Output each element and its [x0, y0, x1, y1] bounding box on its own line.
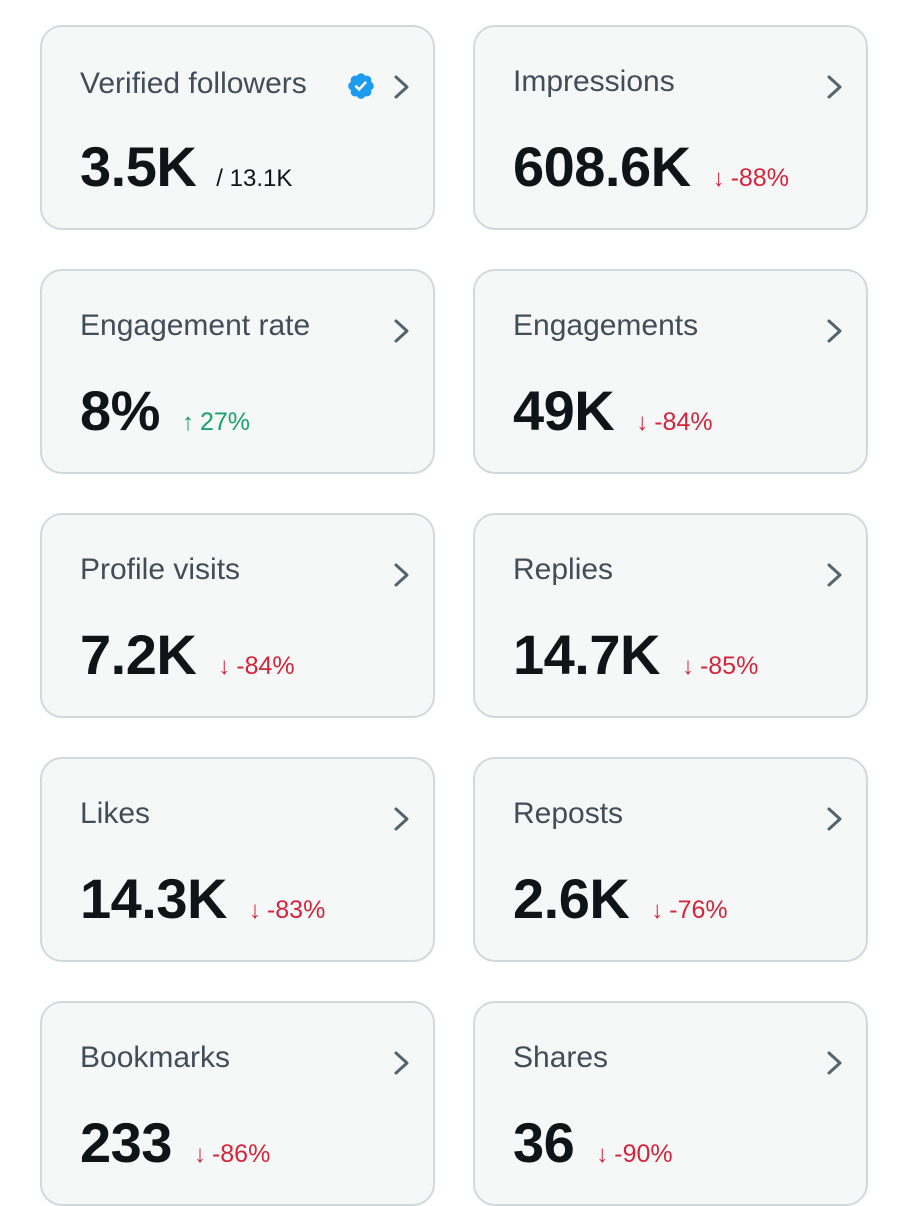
delta-value: -84%	[654, 408, 713, 436]
chevron-right-icon[interactable]	[824, 1047, 846, 1079]
arrow-down-icon: ↓	[651, 897, 664, 924]
metric-value: 3.5K	[80, 135, 197, 198]
metric-delta: ↓ -90%	[596, 1140, 672, 1169]
metric-delta: ↓ -86%	[194, 1140, 270, 1169]
value-row: 7.2K ↓ -84%	[80, 625, 295, 685]
delta-value: -86%	[211, 1140, 271, 1168]
value-row: 3.5K / 13.1K	[80, 137, 292, 197]
metric-delta: ↓ -85%	[682, 652, 758, 681]
chevron-right-icon[interactable]	[391, 803, 413, 835]
card-label: Bookmarks	[80, 1041, 231, 1074]
arrow-down-icon: ↓	[596, 1141, 609, 1168]
arrow-down-icon: ↓	[218, 653, 231, 680]
metric-value: 8%	[80, 379, 160, 442]
value-row: 233 ↓ -86%	[80, 1113, 270, 1173]
delta-value: -85%	[699, 652, 759, 680]
metric-delta: ↓ -84%	[636, 408, 712, 437]
card-likes[interactable]: Likes 14.3K ↓ -83%	[40, 757, 435, 962]
value-row: 8% ↑ 27%	[80, 381, 250, 441]
arrow-down-icon: ↓	[681, 653, 694, 680]
card-label: Likes	[80, 797, 151, 830]
delta-value: -88%	[730, 164, 789, 192]
chevron-right-icon[interactable]	[824, 803, 846, 835]
metric-delta: ↓ -76%	[651, 896, 727, 925]
value-row: 2.6K ↓ -76%	[513, 869, 728, 929]
card-verified-followers[interactable]: Verified followers 3.5K / 13.1K	[40, 25, 435, 230]
chevron-right-icon[interactable]	[391, 315, 413, 347]
card-impressions[interactable]: Impressions 608.6K ↓ -88%	[473, 25, 868, 230]
delta-value: 27%	[199, 408, 250, 436]
metric-total: / 13.1K	[216, 165, 293, 192]
arrow-up-icon: ↑	[181, 409, 194, 436]
metric-delta: ↑ 27%	[182, 408, 250, 437]
card-label: Profile visits	[80, 553, 241, 586]
chevron-right-icon[interactable]	[824, 315, 846, 347]
arrow-down-icon: ↓	[712, 165, 725, 192]
card-replies[interactable]: Replies 14.7K ↓ -85%	[473, 513, 868, 718]
card-profile-visits[interactable]: Profile visits 7.2K ↓ -84%	[40, 513, 435, 718]
chevron-right-icon[interactable]	[391, 559, 413, 591]
analytics-grid: Verified followers 3.5K / 13.1K Impressi…	[40, 25, 868, 1206]
card-label: Verified followers	[80, 67, 307, 100]
card-label: Replies	[513, 553, 614, 586]
delta-value: -90%	[614, 1140, 673, 1168]
metric-delta: ↓ -83%	[249, 896, 325, 925]
value-row: 49K ↓ -84%	[513, 381, 713, 441]
value-row: 36 ↓ -90%	[513, 1113, 673, 1173]
value-row: 14.3K ↓ -83%	[80, 869, 325, 929]
card-label: Reposts	[513, 797, 624, 830]
metric-value: 233	[80, 1111, 172, 1174]
chevron-right-icon[interactable]	[391, 1047, 413, 1079]
arrow-down-icon: ↓	[636, 409, 649, 436]
metric-delta: ↓ -88%	[713, 164, 789, 193]
card-engagement-rate[interactable]: Engagement rate 8% ↑ 27%	[40, 269, 435, 474]
arrow-down-icon: ↓	[193, 1141, 206, 1168]
card-label: Impressions	[513, 65, 675, 98]
metric-value: 14.3K	[80, 867, 227, 930]
value-row: 14.7K ↓ -85%	[513, 625, 758, 685]
card-label: Engagements	[513, 309, 699, 342]
delta-value: -76%	[669, 896, 728, 924]
card-label: Shares	[513, 1041, 609, 1074]
verified-badge-icon	[348, 73, 374, 99]
chevron-right-icon[interactable]	[824, 71, 846, 103]
card-shares[interactable]: Shares 36 ↓ -90%	[473, 1001, 868, 1206]
card-bookmarks[interactable]: Bookmarks 233 ↓ -86%	[40, 1001, 435, 1206]
card-label: Engagement rate	[80, 309, 311, 342]
metric-value: 49K	[513, 379, 615, 442]
metric-value: 2.6K	[513, 867, 630, 930]
card-reposts[interactable]: Reposts 2.6K ↓ -76%	[473, 757, 868, 962]
metric-value: 7.2K	[80, 623, 197, 686]
metric-value: 14.7K	[513, 623, 660, 686]
card-engagements[interactable]: Engagements 49K ↓ -84%	[473, 269, 868, 474]
chevron-right-icon[interactable]	[391, 71, 413, 103]
metric-delta: ↓ -84%	[218, 652, 294, 681]
metric-value: 608.6K	[513, 135, 691, 198]
chevron-right-icon[interactable]	[824, 559, 846, 591]
delta-value: -84%	[236, 652, 295, 680]
value-row: 608.6K ↓ -88%	[513, 137, 789, 197]
metric-value: 36	[513, 1111, 575, 1174]
delta-value: -83%	[266, 896, 326, 924]
arrow-down-icon: ↓	[248, 897, 261, 924]
